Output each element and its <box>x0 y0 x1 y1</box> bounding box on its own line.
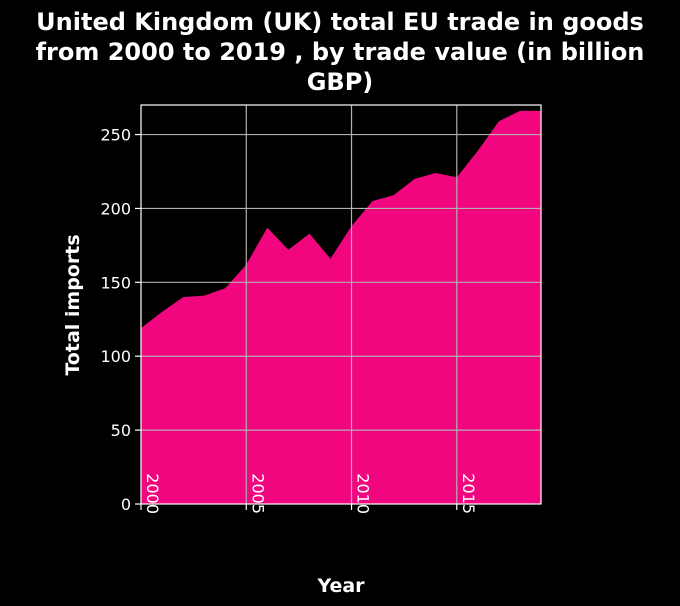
chart-title-line-1: United Kingdom (UK) total EU trade in go… <box>36 8 644 36</box>
chart-title-line-3: GBP) <box>307 68 374 96</box>
y-tick-label: 150 <box>100 273 131 292</box>
y-tick-label: 0 <box>121 495 131 514</box>
x-tick-label: 2005 <box>248 473 267 514</box>
y-tick-label: 50 <box>111 421 131 440</box>
plot-area: 0 50 100 150 200 250 2000 2005 2010 2015 <box>100 104 542 514</box>
x-axis-label: Year <box>316 575 365 597</box>
chart-title: United Kingdom (UK) total EU trade in go… <box>36 8 645 96</box>
y-axis-label: Total imports <box>62 234 84 375</box>
chart-title-line-2: from 2000 to 2019 , by trade value (in b… <box>36 38 645 66</box>
y-tick-label: 200 <box>100 199 131 218</box>
y-tick-label: 250 <box>100 126 131 145</box>
plot-frame <box>140 104 542 505</box>
y-tick-label: 100 <box>100 347 131 366</box>
x-tick-label: 2000 <box>143 473 162 514</box>
series-area-0 <box>141 110 541 505</box>
x-tick-label: 2010 <box>354 473 373 514</box>
x-tick-label: 2015 <box>459 473 478 514</box>
